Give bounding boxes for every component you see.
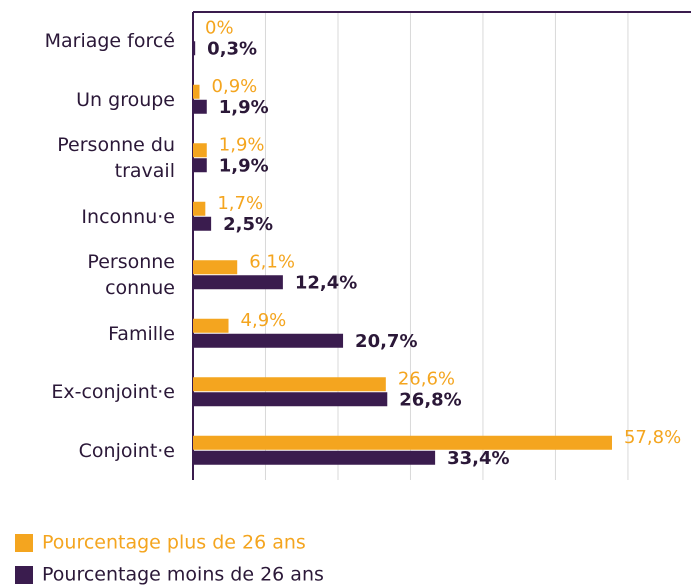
bar — [193, 435, 612, 450]
data-label: 1,9% — [219, 97, 269, 118]
bar — [193, 392, 388, 407]
legend-swatch — [15, 534, 33, 552]
data-label: 0,3% — [207, 38, 257, 59]
bar — [193, 158, 207, 173]
bar — [193, 84, 200, 99]
y-tick-label: Ex-conjoint·e — [51, 381, 175, 404]
data-label: 33,4% — [447, 448, 509, 469]
data-label: 1,9% — [219, 155, 269, 176]
data-label: 0,9% — [212, 76, 258, 97]
legend-label: Pourcentage moins de 26 ans — [42, 564, 324, 586]
bar — [193, 377, 386, 392]
bar — [193, 260, 238, 275]
data-label: 1,9% — [219, 134, 265, 155]
data-label: 4,9% — [241, 310, 287, 331]
data-label: 6,1% — [249, 251, 295, 272]
data-label: 2,5% — [223, 214, 273, 235]
y-tick-label: Personne du travail — [57, 134, 175, 183]
bar — [193, 41, 196, 56]
data-label: 1,7% — [217, 193, 263, 214]
y-tick-label: Famille — [108, 322, 175, 345]
bar — [193, 333, 344, 348]
bar — [193, 99, 207, 114]
data-label: 26,8% — [399, 389, 461, 410]
bar — [193, 450, 436, 465]
legend-swatch — [15, 566, 33, 584]
y-tick-label: Mariage forcé — [44, 30, 175, 53]
data-label: 26,6% — [398, 368, 455, 389]
y-tick-label: Conjoint·e — [78, 439, 175, 462]
bar — [193, 201, 206, 216]
data-label: 20,7% — [355, 331, 417, 352]
y-tick-label: Personne connue — [87, 251, 175, 300]
bar — [193, 143, 207, 158]
data-label: 12,4% — [295, 272, 357, 293]
y-tick-label: Un groupe — [76, 88, 175, 111]
y-tick-label: Inconnu·e — [81, 205, 175, 228]
bar — [193, 216, 212, 231]
legend-label: Pourcentage plus de 26 ans — [42, 532, 306, 554]
bar — [193, 275, 283, 290]
bar — [193, 318, 229, 333]
data-label: 57,8% — [624, 427, 681, 448]
data-label: 0% — [205, 17, 234, 38]
